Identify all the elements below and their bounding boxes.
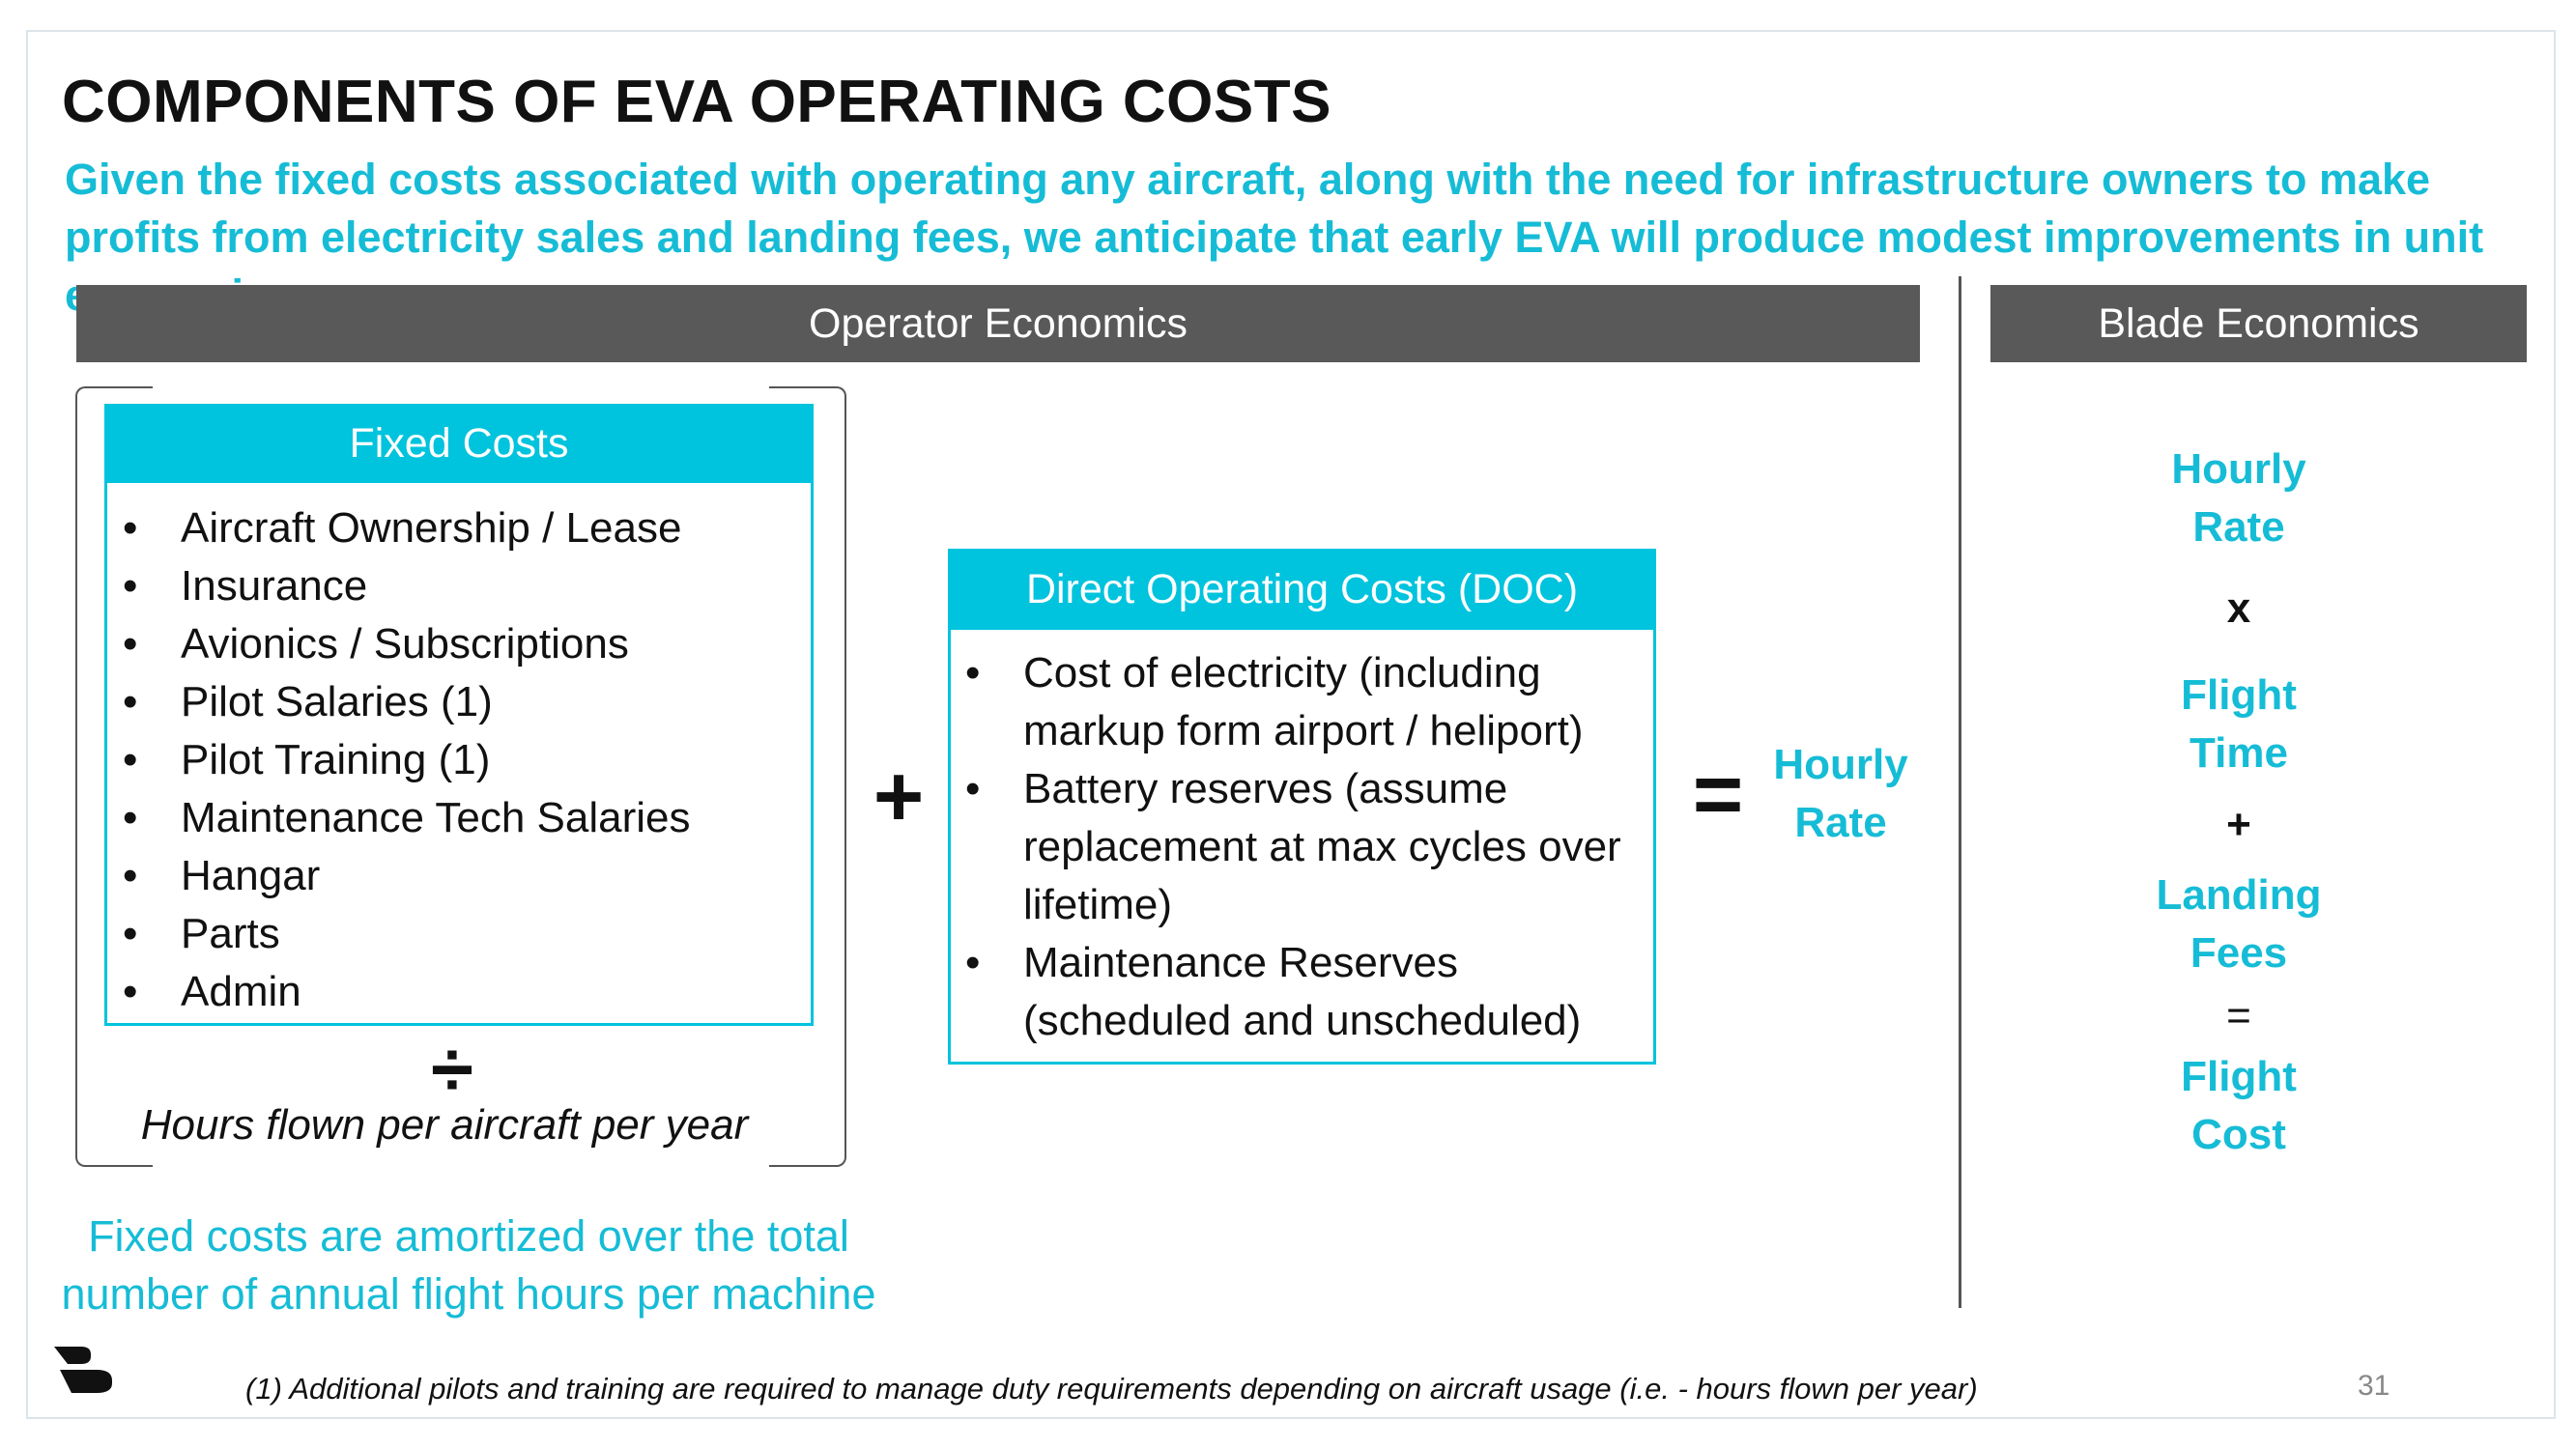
blade-landing-fees: Landing Fees [2106,867,2371,982]
blade-hourly-rate-line1: Hourly [2171,445,2306,493]
blade-plus-symbol: + [2226,801,2251,848]
blade-flight-time: Flight Time [2106,667,2371,782]
blade-economics-header: Blade Economics [1990,285,2527,362]
blade-equals-symbol: = [2226,992,2251,1039]
list-item: Pilot Salaries (1) [123,673,799,731]
times-symbol: x [2226,584,2251,632]
doc-header: Direct Operating Costs (DOC) [948,549,1656,630]
divisor-text: Hours flown per aircraft per year [140,1101,749,1149]
page-number: 31 [2358,1370,2390,1402]
list-item: Maintenance Tech Salaries [123,789,799,847]
list-item: Admin [123,963,799,1021]
blade-hourly-rate: Hourly Rate [2106,440,2371,556]
blade-hourly-rate-line2: Rate [2192,503,2285,551]
blade-landing-fees-line2: Fees [2190,929,2288,977]
list-item: Parts [123,905,799,963]
blade-flight-time-line2: Time [2190,729,2288,777]
fixed-costs-list: Aircraft Ownership / Lease Insurance Avi… [123,499,799,1021]
operator-economics-header: Operator Economics [76,285,1920,362]
right-bracket [769,386,846,1167]
list-item: Battery reserves (assume replacement at … [965,760,1661,934]
blade-flight-time-line1: Flight [2181,671,2297,719]
footnote: (1) Additional pilots and training are r… [245,1372,1978,1406]
equals-symbol: = [1692,747,1744,843]
list-item: Aircraft Ownership / Lease [123,499,799,557]
page-subtitle: Given the fixed costs associated with op… [65,155,2484,320]
page-title: COMPONENTS OF EVA OPERATING COSTS [62,69,1331,135]
list-item: Hangar [123,847,799,905]
doc-list: Cost of electricity (including markup fo… [965,644,1661,1050]
hourly-rate-result-line2: Rate [1794,799,1887,846]
fixed-costs-note: Fixed costs are amortized over the total… [61,1211,876,1319]
section-divider [1959,276,1961,1308]
blade-flight-cost-line2: Cost [2191,1111,2286,1158]
list-item: Cost of electricity (including markup fo… [965,644,1661,760]
list-item: Insurance [123,557,799,615]
list-item: Avionics / Subscriptions [123,615,799,673]
blade-flight-cost-line1: Flight [2181,1053,2297,1100]
slide-frame [26,30,2556,1419]
list-item: Pilot Training (1) [123,731,799,789]
hourly-rate-result-line1: Hourly [1773,741,1908,788]
blade-flight-cost: Flight Cost [2106,1048,2371,1164]
plus-symbol: + [873,749,925,845]
left-bracket [75,386,153,1167]
blade-landing-fees-line1: Landing [2156,871,2322,919]
fixed-costs-header: Fixed Costs [104,404,814,483]
list-item: Maintenance Reserves (scheduled and unsc… [965,934,1661,1050]
blade-logo-icon [54,1347,112,1393]
divide-symbol: ÷ [431,1026,473,1112]
hourly-rate-result: Hourly Rate [1749,736,1932,852]
